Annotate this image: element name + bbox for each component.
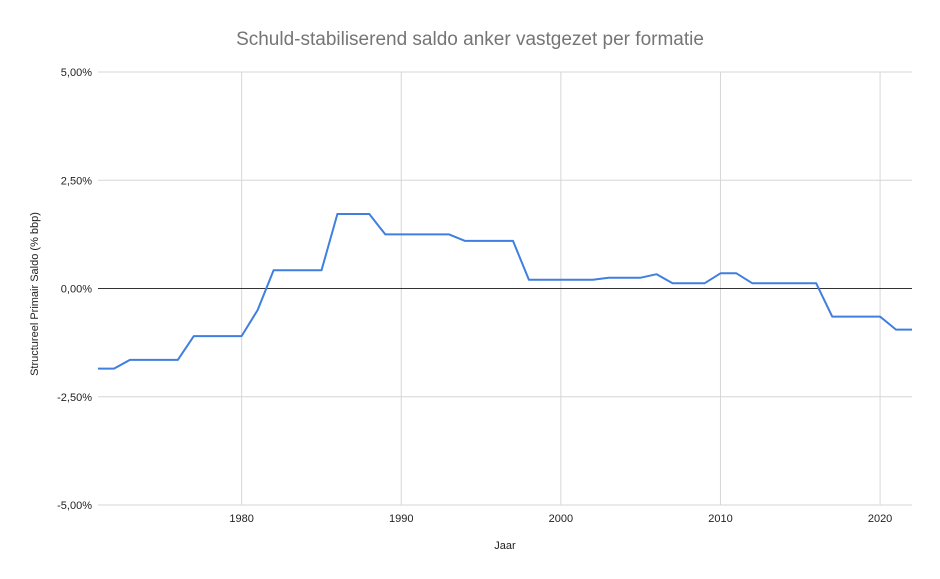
data-point: [97, 368, 99, 370]
data-point: [496, 240, 498, 242]
x-tick-label: 2000: [549, 513, 573, 525]
data-point: [257, 309, 259, 311]
y-axis-label: Structureel Primair Saldo (% bbp): [29, 212, 41, 376]
data-point: [735, 272, 737, 274]
data-point: [193, 335, 195, 337]
data-point: [688, 282, 690, 284]
data-point: [544, 279, 546, 281]
data-point: [640, 277, 642, 279]
data-point: [352, 213, 354, 215]
data-point: [672, 282, 674, 284]
data-point: [863, 316, 865, 318]
data-point: [384, 233, 386, 235]
data-point: [704, 282, 706, 284]
data-point: [448, 233, 450, 235]
data-point: [400, 233, 402, 235]
y-tick-label: -2,50%: [57, 392, 92, 404]
data-point: [273, 269, 275, 271]
data-point: [783, 282, 785, 284]
x-tick-label: 2010: [708, 513, 732, 525]
data-point: [719, 272, 721, 274]
data-point: [241, 335, 243, 337]
x-tick-label: 1990: [389, 513, 413, 525]
x-tick-label: 1980: [229, 513, 253, 525]
x-axis-label: Jaar: [494, 540, 516, 552]
data-point: [304, 269, 306, 271]
data-point: [113, 368, 115, 370]
x-axis-ticks: 1980 1990 2000 2010 2020: [229, 513, 892, 525]
data-point: [751, 282, 753, 284]
x-tick-label: 2020: [868, 513, 892, 525]
data-point: [879, 316, 881, 318]
data-point: [799, 282, 801, 284]
data-point: [432, 233, 434, 235]
data-point: [911, 329, 913, 331]
data-point: [480, 240, 482, 242]
data-point: [289, 269, 291, 271]
data-point: [560, 279, 562, 281]
y-tick-label: 0,00%: [61, 284, 92, 296]
data-point: [145, 359, 147, 361]
data-point: [656, 273, 658, 275]
y-tick-label: -5,00%: [57, 500, 92, 512]
data-point: [576, 279, 578, 281]
data-point: [592, 279, 594, 281]
data-point: [895, 329, 897, 331]
data-point: [528, 279, 530, 281]
data-point: [368, 213, 370, 215]
data-point: [624, 277, 626, 279]
data-point: [847, 316, 849, 318]
y-tick-label: 2,50%: [61, 175, 92, 187]
data-point: [209, 335, 211, 337]
data-point: [129, 359, 131, 361]
data-point: [177, 359, 179, 361]
data-point: [608, 277, 610, 279]
series-line: [98, 213, 912, 370]
data-point: [815, 282, 817, 284]
data-point: [464, 240, 466, 242]
series-group: [97, 213, 913, 370]
chart-title: Schuld-stabiliserend saldo anker vastgez…: [236, 29, 704, 50]
data-point: [512, 240, 514, 242]
data-point: [767, 282, 769, 284]
data-point: [161, 359, 163, 361]
data-point: [320, 269, 322, 271]
data-point: [336, 213, 338, 215]
data-point: [416, 233, 418, 235]
y-axis-ticks: -5,00% -2,50% 0,00% 2,50% 5,00%: [57, 67, 92, 512]
data-point: [831, 316, 833, 318]
data-point: [225, 335, 227, 337]
y-tick-label: 5,00%: [61, 67, 92, 79]
